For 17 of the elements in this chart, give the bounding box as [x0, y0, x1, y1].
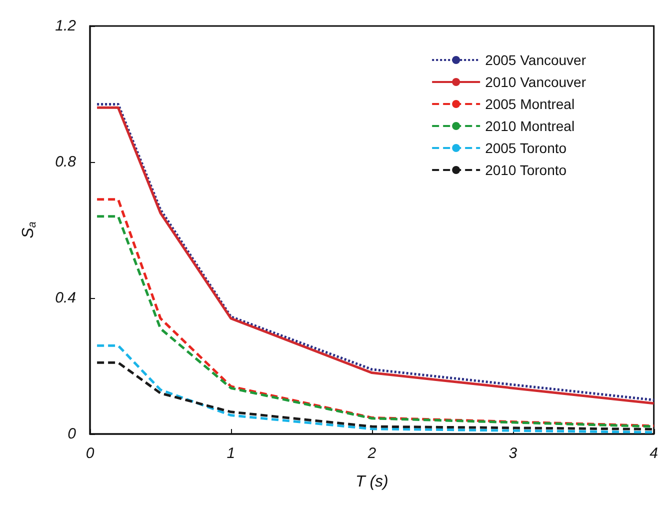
- legend-label: 2005 Montreal: [485, 96, 575, 112]
- y-tick-label: 0.4: [55, 290, 76, 306]
- legend-label: 2005 Toronto: [485, 140, 567, 156]
- legend-label: 2010 Montreal: [485, 118, 575, 134]
- x-tick-label: 3: [508, 445, 518, 462]
- x-axis-title: T (s): [355, 474, 388, 490]
- legend-label: 2010 Vancouver: [485, 74, 586, 90]
- y-tick-label: 1.2: [55, 18, 77, 34]
- y-tick-label: 0: [68, 426, 77, 442]
- y-axis-title: Sa: [20, 222, 38, 238]
- x-tick-label: 0: [86, 445, 95, 462]
- x-tick-label: 2: [366, 445, 377, 462]
- legend-label: 2005 Vancouver: [485, 52, 586, 68]
- x-tick-label: 4: [650, 445, 658, 462]
- legend-label: 2010 Toronto: [485, 162, 567, 178]
- y-tick-label: 0.8: [55, 154, 77, 170]
- x-tick-label: 1: [226, 445, 236, 462]
